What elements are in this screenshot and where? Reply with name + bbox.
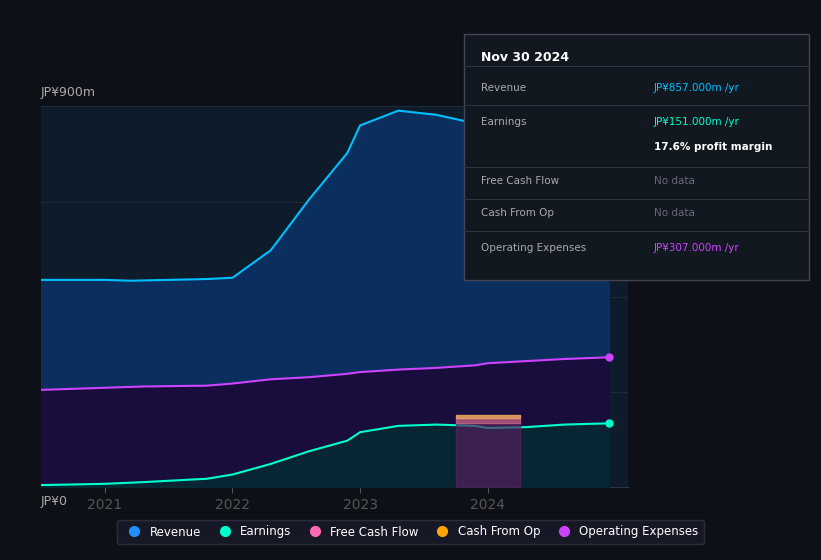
Text: 17.6% profit margin: 17.6% profit margin (654, 142, 772, 152)
Text: Nov 30 2024: Nov 30 2024 (481, 51, 569, 64)
Text: Revenue: Revenue (481, 83, 526, 93)
Text: JP¥307.000m /yr: JP¥307.000m /yr (654, 243, 739, 253)
Text: JP¥0: JP¥0 (41, 495, 68, 508)
Text: Cash From Op: Cash From Op (481, 208, 554, 218)
Text: JP¥151.000m /yr: JP¥151.000m /yr (654, 117, 740, 127)
Text: JP¥857.000m /yr: JP¥857.000m /yr (654, 83, 740, 93)
Text: Earnings: Earnings (481, 117, 526, 127)
Text: Operating Expenses: Operating Expenses (481, 243, 586, 253)
FancyBboxPatch shape (464, 34, 809, 280)
Text: No data: No data (654, 208, 695, 218)
Text: JP¥900m: JP¥900m (41, 86, 96, 99)
Text: No data: No data (654, 176, 695, 186)
Text: Free Cash Flow: Free Cash Flow (481, 176, 559, 186)
Legend: Revenue, Earnings, Free Cash Flow, Cash From Op, Operating Expenses: Revenue, Earnings, Free Cash Flow, Cash … (117, 520, 704, 544)
